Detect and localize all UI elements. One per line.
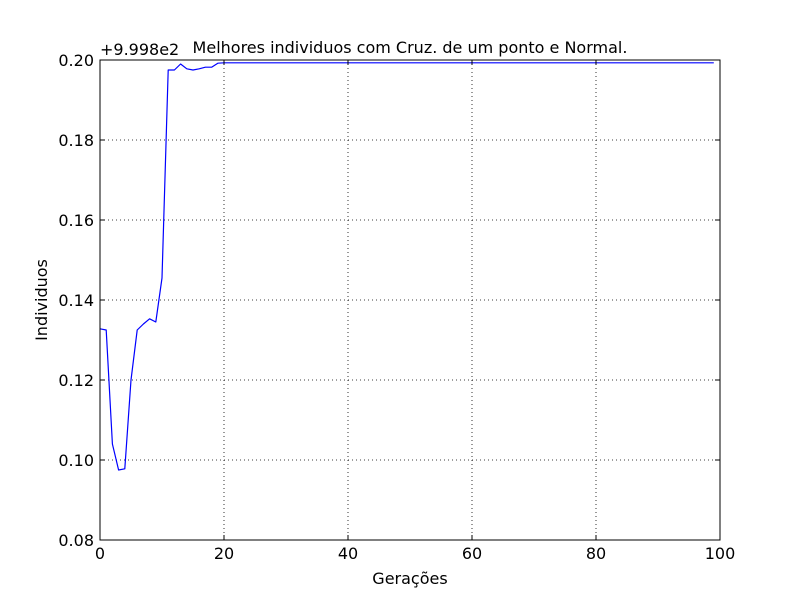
y-tick-label: 0.20 [58,51,94,70]
x-axis-label: Gerações [372,569,447,588]
series-layer [99,62,714,471]
y-tick-label: 0.10 [58,451,94,470]
x-tick-label: 60 [462,544,482,563]
chart-title: Melhores individuos com Cruz. de um pont… [193,38,628,57]
x-tick-label: 40 [338,544,358,563]
x-tick-label: 80 [586,544,606,563]
y-offset-label: +9.998e2 [100,40,179,59]
y-tick-label: 0.08 [58,531,94,550]
y-tick-label: 0.18 [58,131,94,150]
x-tick-label: 20 [214,544,234,563]
y-tick-label: 0.16 [58,211,94,230]
y-tick-label: 0.14 [58,291,94,310]
ticks: 0 20 40 60 80 100 0.08 0.10 0.12 0.14 0.16 0.18 0.20 [58,51,735,563]
x-tick-label: 0 [95,544,105,563]
y-tick-label: 0.12 [58,371,94,390]
y-axis-label: Individuos [32,259,51,341]
series-line-1 [99,62,714,471]
grid [100,60,720,540]
x-tick-label: 100 [705,544,736,563]
